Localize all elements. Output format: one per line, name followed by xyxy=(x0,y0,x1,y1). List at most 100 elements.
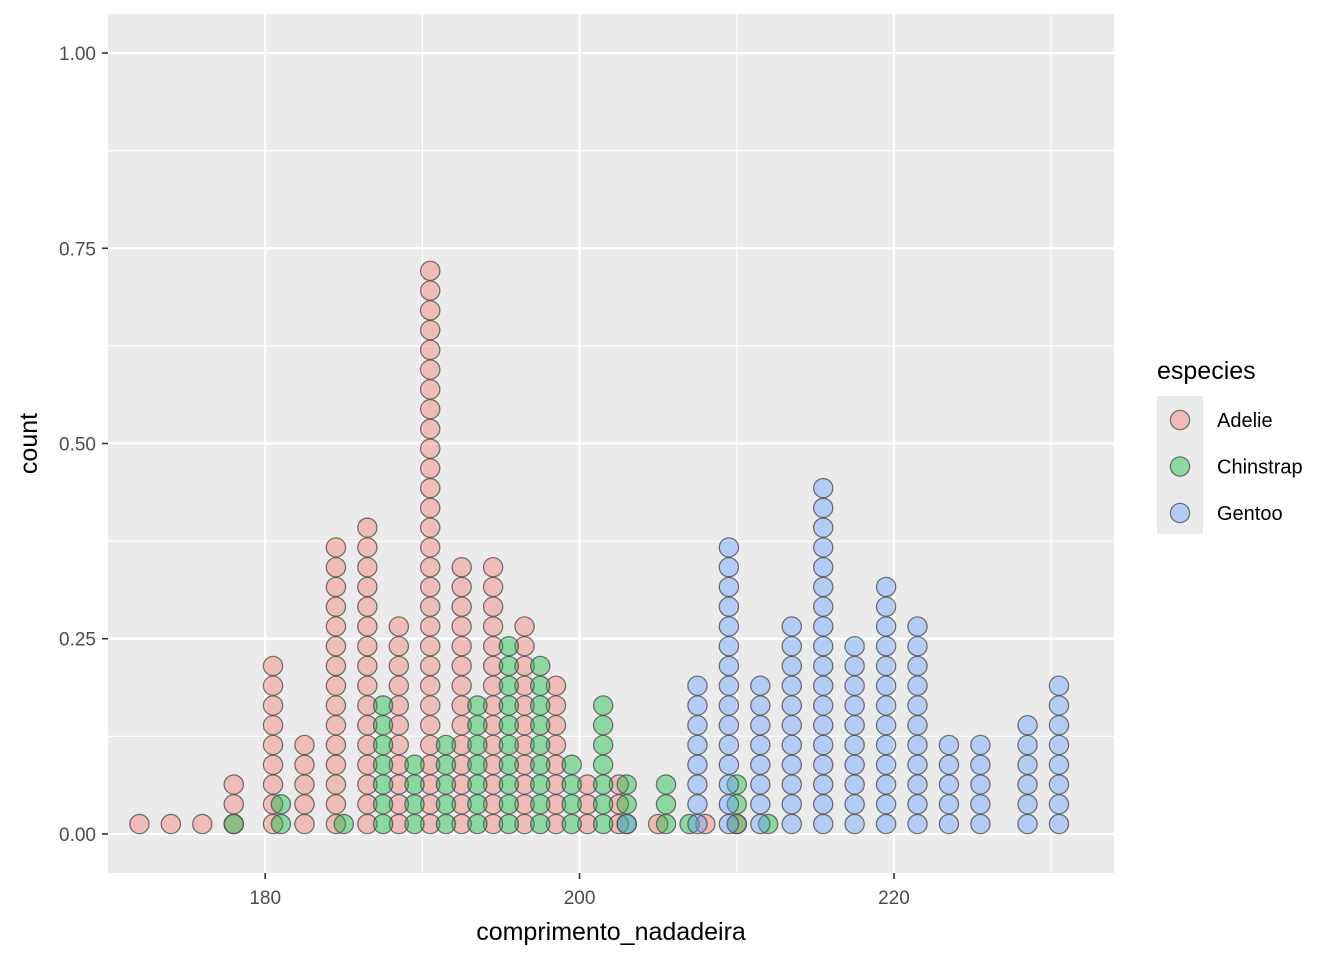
dot-gentoo xyxy=(907,734,928,756)
dot-gentoo xyxy=(750,675,771,696)
dot-adelie xyxy=(325,556,347,578)
legend-key-adelie xyxy=(1169,409,1191,431)
dot-chinstrap xyxy=(561,774,582,795)
dot-adelie xyxy=(451,616,472,637)
dot-chinstrap xyxy=(498,754,520,776)
dot-gentoo xyxy=(938,774,960,795)
dot-chinstrap xyxy=(404,754,425,776)
dot-gentoo xyxy=(812,616,834,637)
dot-gentoo xyxy=(687,794,708,815)
dot-chinstrap xyxy=(435,794,457,815)
dots-layer xyxy=(129,260,1070,835)
dot-chinstrap xyxy=(592,695,614,716)
dot-adelie xyxy=(419,260,441,282)
dot-gentoo xyxy=(812,734,834,756)
dot-adelie xyxy=(419,497,441,519)
dot-chinstrap xyxy=(467,715,488,736)
dot-gentoo xyxy=(687,675,708,696)
dot-gentoo xyxy=(1048,715,1070,736)
dot-adelie xyxy=(325,616,347,637)
dot-adelie xyxy=(357,616,378,637)
dot-adelie xyxy=(294,734,315,756)
dot-gentoo xyxy=(1017,813,1038,835)
dot-adelie xyxy=(419,537,441,558)
dot-gentoo xyxy=(844,675,865,696)
dot-adelie xyxy=(388,655,410,677)
dot-gentoo xyxy=(875,655,897,677)
legend-title: especies xyxy=(1157,357,1256,385)
dot-gentoo xyxy=(750,734,771,756)
x-tick-label: 180 xyxy=(249,888,281,909)
dot-adelie xyxy=(357,517,378,538)
dot-adelie xyxy=(419,359,441,380)
dot-gentoo xyxy=(812,655,834,677)
dot-adelie xyxy=(357,635,378,657)
dot-adelie xyxy=(419,715,441,736)
dot-gentoo xyxy=(687,813,708,835)
dot-gentoo xyxy=(875,616,897,637)
dot-gentoo xyxy=(718,635,740,657)
dot-adelie xyxy=(482,556,504,578)
dot-adelie xyxy=(325,794,347,815)
dot-chinstrap xyxy=(592,754,614,776)
dot-chinstrap xyxy=(498,655,520,677)
dot-chinstrap xyxy=(530,715,551,736)
dot-adelie xyxy=(325,537,347,558)
dot-chinstrap xyxy=(655,794,677,815)
dot-gentoo xyxy=(875,813,897,835)
dot-gentoo xyxy=(875,794,897,815)
dot-adelie xyxy=(419,398,441,420)
dot-adelie xyxy=(357,576,378,598)
dot-adelie xyxy=(419,339,441,361)
dot-gentoo xyxy=(718,616,740,637)
dot-adelie xyxy=(262,715,284,736)
dot-adelie xyxy=(419,616,441,637)
dot-chinstrap xyxy=(467,794,488,815)
dot-gentoo xyxy=(687,715,708,736)
dot-chinstrap xyxy=(467,754,488,776)
dot-gentoo xyxy=(616,813,637,835)
dot-gentoo xyxy=(970,754,991,776)
dot-gentoo xyxy=(781,754,803,776)
dot-chinstrap xyxy=(270,794,292,815)
dot-gentoo xyxy=(812,517,834,538)
dot-chinstrap xyxy=(530,734,551,756)
dot-gentoo xyxy=(812,794,834,815)
dot-adelie xyxy=(577,774,598,795)
dot-gentoo xyxy=(781,616,803,637)
dot-adelie xyxy=(325,675,347,696)
dot-chinstrap xyxy=(467,695,488,716)
dot-chinstrap xyxy=(270,813,292,835)
dot-gentoo xyxy=(875,635,897,657)
dot-adelie xyxy=(419,458,441,479)
dot-gentoo xyxy=(875,695,897,716)
dot-adelie xyxy=(388,675,410,696)
dot-gentoo xyxy=(687,695,708,716)
dot-chinstrap xyxy=(435,754,457,776)
dot-gentoo xyxy=(907,754,928,776)
dot-chinstrap xyxy=(561,754,582,776)
y-tick-label: 1.00 xyxy=(59,44,96,65)
dot-chinstrap xyxy=(498,675,520,696)
y-tick-label: 0.25 xyxy=(59,630,96,651)
dot-chinstrap xyxy=(372,794,394,815)
dot-chinstrap xyxy=(372,754,394,776)
dot-gentoo xyxy=(781,734,803,756)
y-tick-label: 0.75 xyxy=(59,239,96,260)
dot-gentoo xyxy=(718,695,740,716)
dot-adelie xyxy=(482,596,504,617)
dot-adelie xyxy=(451,596,472,617)
dot-gentoo xyxy=(687,734,708,756)
dot-adelie xyxy=(388,635,410,657)
dot-adelie xyxy=(388,616,410,637)
dot-adelie xyxy=(419,576,441,598)
dot-adelie xyxy=(325,695,347,716)
dot-gentoo xyxy=(812,675,834,696)
series-adelie xyxy=(129,260,748,835)
dot-adelie xyxy=(482,576,504,598)
dot-gentoo xyxy=(750,754,771,776)
dot-chinstrap xyxy=(530,754,551,776)
dot-adelie xyxy=(451,576,472,598)
dot-chinstrap xyxy=(372,715,394,736)
dot-gentoo xyxy=(875,774,897,795)
